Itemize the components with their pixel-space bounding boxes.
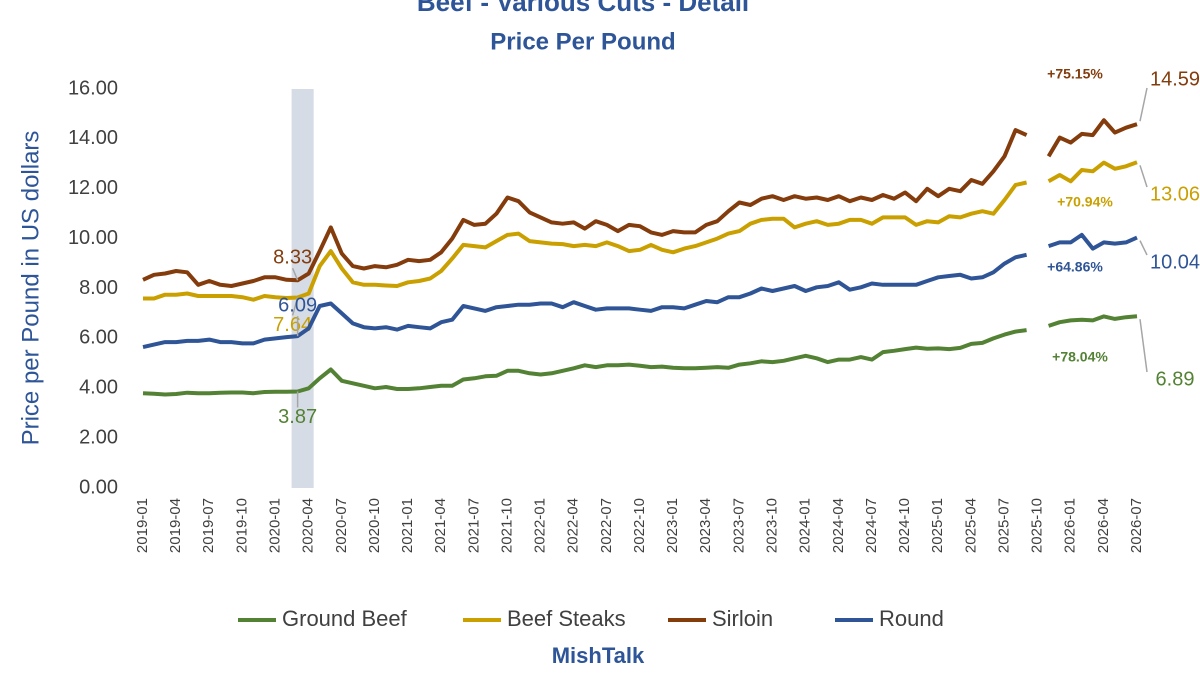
leader-line (291, 267, 299, 281)
leader-line (291, 297, 299, 316)
series-line (142, 232, 1138, 350)
x-tick-label: 2019-01 (134, 498, 151, 553)
x-tick-label: 2021-10 (498, 498, 515, 553)
change-label: +64.86% (1047, 259, 1103, 275)
data-label: 6.89 (1156, 368, 1195, 390)
series-line (142, 314, 1138, 397)
x-tick-label: 2022-01 (532, 498, 549, 553)
x-tick-label: 2021-07 (465, 498, 482, 553)
x-tick-label: 2024-07 (863, 498, 880, 553)
y-tick-label: 8.00 (79, 277, 118, 299)
chart-title: Beef - Various Cuts - Detail (417, 0, 749, 17)
x-tick-label: 2025-10 (1029, 498, 1046, 553)
x-tick-label: 2025-01 (929, 498, 946, 553)
x-tick-label: 2025-07 (995, 498, 1012, 553)
x-tick-label: 2021-01 (399, 498, 416, 553)
x-tick-label: 2022-04 (565, 498, 582, 553)
x-tick-label: 2019-07 (200, 498, 217, 553)
x-tick-label: 2022-07 (598, 498, 615, 553)
data-label: 8.33 (273, 247, 312, 269)
x-tick-label: 2023-01 (664, 498, 681, 553)
data-label: 7.64 (273, 314, 312, 336)
y-axis-label: Price per Pound in US dollars (17, 131, 44, 446)
x-tick-label: 2024-10 (896, 498, 913, 553)
x-tick-label: 2023-07 (730, 498, 747, 553)
y-tick-label: 14.00 (68, 127, 118, 149)
y-tick-label: 16.00 (68, 77, 118, 99)
y-tick-label: 12.00 (68, 177, 118, 199)
x-tick-label: 2019-10 (233, 498, 250, 553)
change-label: +70.94% (1057, 194, 1113, 210)
source-label: MishTalk (552, 643, 645, 668)
data-label: 13.06 (1150, 183, 1200, 205)
x-tick-label: 2020-01 (267, 498, 284, 553)
x-tick-label: 2023-04 (697, 498, 714, 553)
x-tick-label: 2023-10 (764, 498, 781, 553)
legend-label: Round (879, 606, 944, 631)
x-tick-label: 2019-04 (167, 498, 184, 553)
series-line (143, 160, 1138, 302)
y-tick-label: 0.00 (79, 476, 118, 498)
change-label: +75.15% (1047, 66, 1103, 82)
x-tick-label: 2020-10 (366, 498, 383, 553)
data-label: 10.04 (1150, 251, 1200, 273)
x-tick-label: 2021-04 (432, 498, 449, 553)
x-tick-label: 2020-04 (300, 498, 317, 553)
leader-line (1139, 165, 1148, 188)
leader-line (1139, 87, 1148, 122)
legend-label: Beef Steaks (507, 606, 626, 631)
x-tick-label: 2022-10 (631, 498, 648, 553)
data-label: 3.87 (278, 406, 317, 428)
change-label: +78.04% (1052, 349, 1108, 365)
chart-subtitle: Price Per Pound (490, 28, 675, 55)
leader-line (1139, 240, 1148, 256)
x-tick-label: 2025-04 (962, 498, 979, 553)
x-tick-label: 2024-04 (830, 498, 847, 553)
leader-line (1139, 319, 1148, 373)
series-line (142, 118, 1138, 288)
data-label: 14.59 (1150, 68, 1200, 90)
legend-label: Sirloin (712, 606, 773, 631)
data-label: 6.09 (278, 294, 317, 316)
y-tick-label: 10.00 (68, 227, 118, 249)
x-tick-label: 2026-01 (1062, 498, 1079, 553)
x-tick-label: 2026-04 (1095, 498, 1112, 553)
x-tick-label: 2026-07 (1128, 498, 1145, 553)
y-tick-label: 6.00 (79, 327, 118, 349)
x-tick-label: 2020-07 (333, 498, 350, 553)
y-tick-label: 4.00 (79, 377, 118, 399)
legend-label: Ground Beef (282, 606, 408, 631)
x-tick-label: 2024-01 (797, 498, 814, 553)
y-tick-label: 2.00 (79, 426, 118, 448)
